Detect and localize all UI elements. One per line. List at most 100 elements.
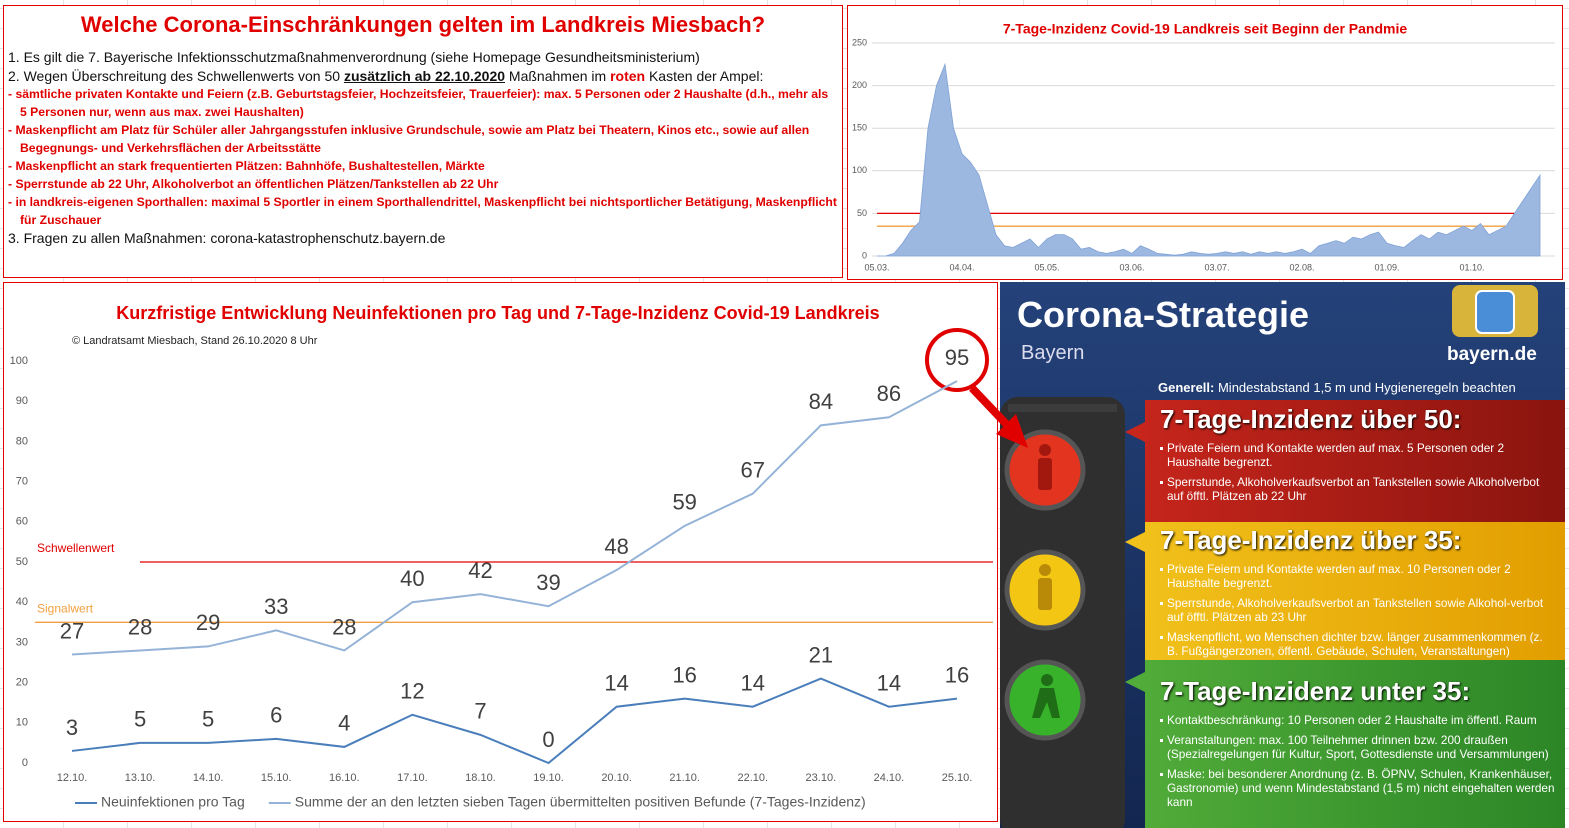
info-item: 3. Fragen zu allen Maßnahmen: corona-kat…: [8, 230, 446, 246]
level-items: Private Feiern und Kontakte werden auf m…: [1160, 441, 1555, 503]
data-label: 0: [542, 727, 554, 752]
data-label: 67: [741, 457, 765, 482]
text: Maßnahmen im: [505, 67, 611, 84]
y-tick-label: 10: [16, 717, 28, 729]
area: [877, 62, 1541, 257]
x-tick-label: 17.10.: [397, 772, 428, 784]
y-tick-label: 80: [16, 435, 28, 447]
info-box: Welche Corona-Einschränkungen gelten im …: [3, 5, 843, 278]
x-tick-label: 15.10.: [261, 772, 292, 784]
y-tick-label: 100: [852, 165, 867, 175]
data-label: 14: [741, 671, 765, 696]
data-label: 95: [945, 345, 969, 370]
x-tick-label: 04.04.: [949, 262, 974, 272]
info-item: 2. Wegen Überschreitung des Schwellenwer…: [8, 67, 838, 86]
x-tick-label: 03.06.: [1119, 262, 1144, 272]
reference-label: Schwellenwert: [37, 541, 115, 555]
data-label: 29: [196, 610, 220, 635]
measure: - Sperrstunde ab 22 Uhr, Alkoholverbot a…: [8, 177, 499, 191]
highlight-arrowhead: [996, 414, 1028, 448]
chart-subtitle: © Landratsamt Miesbach, Stand 26.10.2020…: [72, 335, 318, 347]
data-label: 40: [400, 566, 424, 591]
highlight-circle: [925, 328, 989, 392]
legend-label: Summe der an den letzten sieben Tagen üb…: [295, 794, 866, 810]
data-label: 3: [66, 715, 78, 740]
level-item: Sperrstunde, Alkoholverkaufsverbot an Ta…: [1160, 596, 1555, 624]
level-heading: 7-Tage-Inzidenz über 50:: [1160, 404, 1462, 434]
text: Mindestabstand 1,5 m und Hygieneregeln b…: [1214, 380, 1516, 395]
y-tick-label: 30: [16, 636, 28, 648]
y-tick-label: 60: [16, 516, 28, 528]
level-item: Maske: bei besonderer Anordnung (z. B. Ö…: [1160, 767, 1558, 809]
x-tick-label: 12.10.: [57, 772, 88, 784]
data-label: 21: [809, 642, 833, 667]
data-label: 4: [338, 711, 350, 736]
y-tick-label: 0: [22, 757, 28, 769]
chart-title: Kurzfristige Entwicklung Neuinfektionen …: [116, 303, 879, 323]
general-rule: Generell: Mindestabstand 1,5 m und Hygie…: [1158, 380, 1516, 395]
data-label: 16: [945, 662, 969, 687]
text: zusätzlich ab 22.10.2020: [343, 67, 506, 84]
x-tick-label: 18.10.: [465, 772, 496, 784]
text: roten: [610, 67, 646, 84]
chart-frame: [3, 282, 998, 822]
strategy-panel: Corona-Strategie Bayern bayern.de Genere…: [1000, 282, 1565, 828]
band-red: [1125, 400, 1565, 522]
x-tick-label: 23.10.: [806, 772, 837, 784]
x-tick-label: 22.10.: [737, 772, 768, 784]
reference-label: Signalwert: [37, 601, 94, 615]
level-heading: 7-Tage-Inzidenz unter 35:: [1160, 676, 1471, 706]
data-label: 5: [202, 707, 214, 732]
x-tick-label: 20.10.: [601, 772, 632, 784]
x-tick-label: 03.07.: [1204, 262, 1229, 272]
y-tick-label: 0: [862, 250, 867, 260]
traffic-light-top: [1008, 404, 1117, 412]
level: 7-Tage-Inzidenz über 50: Private Feiern …: [1160, 404, 1555, 509]
level-items: Private Feiern und Kontakte werden auf m…: [1160, 562, 1555, 658]
info-item: 1. Es gilt die 7. Bayerische Infektionss…: [8, 49, 700, 65]
x-tick-label: 21.10.: [669, 772, 700, 784]
y-tick-label: 250: [852, 37, 867, 47]
level-item: Private Feiern und Kontakte werden auf m…: [1160, 562, 1555, 590]
x-tick-label: 01.09.: [1374, 262, 1399, 272]
strategy-graphic: [1000, 285, 1565, 828]
y-tick-label: 50: [16, 556, 28, 568]
x-tick-label: 19.10.: [533, 772, 564, 784]
data-label: 48: [604, 534, 628, 559]
data-label: 5: [134, 707, 146, 732]
y-tick-label: 70: [16, 476, 28, 488]
data-label: 14: [604, 671, 628, 696]
level-item: Sperrstunde, Alkoholverkaufsverbot an Ta…: [1160, 475, 1555, 503]
level-item: Private Feiern und Kontakte werden auf m…: [1160, 441, 1555, 469]
data-label: 39: [536, 570, 560, 595]
data-label: 84: [809, 389, 833, 414]
series-line: [71, 380, 958, 656]
data-label: 6: [270, 703, 282, 728]
x-tick-label: 24.10.: [874, 772, 905, 784]
text: Kasten der Ampel:: [645, 67, 764, 84]
data-label: 86: [877, 381, 901, 406]
series-line: [71, 677, 958, 765]
measure: - Maskenpflicht an stark frequentierten …: [8, 159, 485, 173]
crest-shield: [1475, 290, 1515, 334]
level-item: Maskenpflicht, wo Menschen dichter bzw. …: [1160, 630, 1555, 658]
data-label: 28: [128, 614, 152, 639]
legend-label: Neuinfektionen pro Tag: [101, 794, 245, 810]
level-item: Veranstaltungen: max. 100 Teilnehmer dri…: [1160, 733, 1558, 761]
x-tick-label: 05.03.: [864, 262, 889, 272]
x-tick-label: 05.05.: [1034, 262, 1059, 272]
text: Generell:: [1158, 380, 1215, 395]
data-label: 16: [672, 662, 696, 687]
person-icon: [1032, 674, 1060, 718]
measure: - in landkreis-eigenen Sporthallen: maxi…: [8, 195, 837, 227]
measure: - sämtliche privaten Kontakte und Feiern…: [8, 87, 829, 119]
data-label: 33: [264, 594, 288, 619]
strategy-site: bayern.de: [1447, 344, 1537, 365]
data-label: 59: [672, 490, 696, 515]
y-tick-label: 50: [857, 208, 867, 218]
measure: - Maskenpflicht am Platz für Schüler all…: [8, 123, 810, 155]
band-green: [1125, 660, 1565, 828]
x-tick-label: 16.10.: [329, 772, 360, 784]
